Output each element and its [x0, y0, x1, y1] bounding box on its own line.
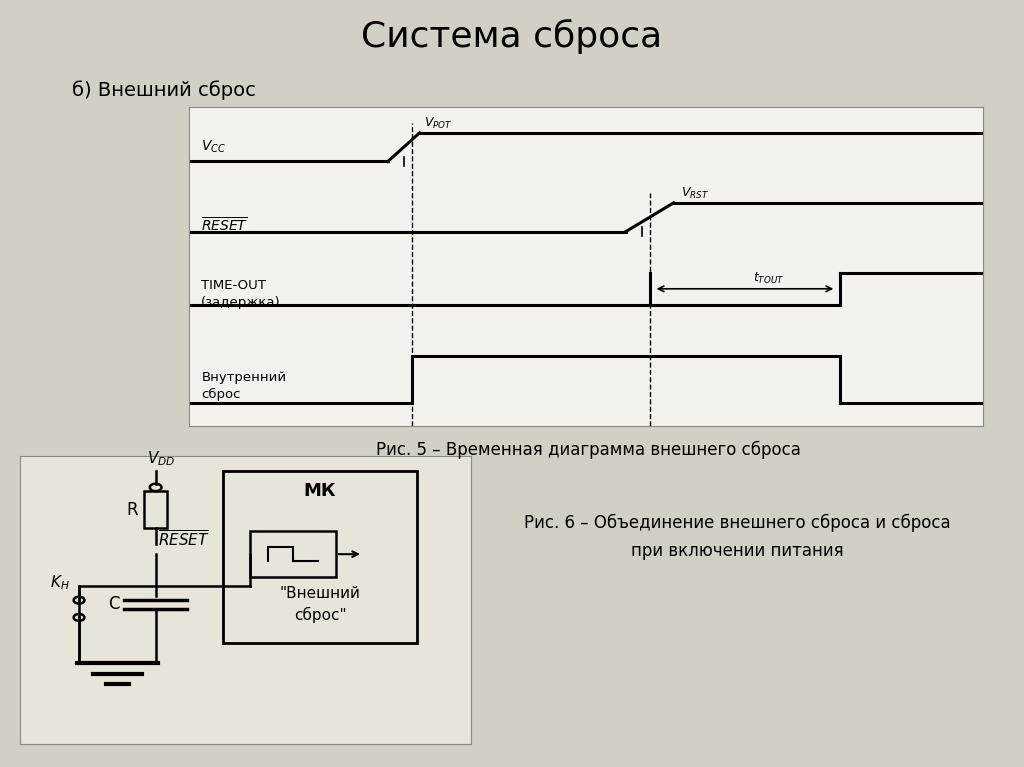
- Text: Система сброса: Система сброса: [361, 19, 663, 54]
- Text: $\overline{RESET}$: $\overline{RESET}$: [202, 216, 249, 234]
- Text: $V_{CC}$: $V_{CC}$: [202, 139, 226, 156]
- Text: Рис. 5 – Временная диаграмма внешнего сброса: Рис. 5 – Временная диаграмма внешнего сб…: [377, 441, 801, 459]
- Text: $V_{RST}$: $V_{RST}$: [682, 186, 710, 201]
- Text: Рис. 6 – Объединение внешнего сброса и сброса
при включении питания: Рис. 6 – Объединение внешнего сброса и с…: [524, 514, 950, 560]
- Text: МК: МК: [304, 482, 336, 500]
- Text: $K_H$: $K_H$: [50, 574, 70, 592]
- Bar: [250, 531, 336, 577]
- Text: $t_{TOUT}$: $t_{TOUT}$: [753, 271, 784, 285]
- Bar: [144, 491, 167, 528]
- Text: R: R: [126, 501, 137, 518]
- Text: б) Внешний сброс: б) Внешний сброс: [72, 81, 256, 100]
- Text: $\overline{RESET}$: $\overline{RESET}$: [158, 530, 210, 550]
- Text: $V_{DD}$: $V_{DD}$: [146, 449, 175, 468]
- Text: Внутренний
сброс: Внутренний сброс: [202, 370, 287, 401]
- Text: $V_{POT}$: $V_{POT}$: [424, 116, 453, 131]
- Text: TIME-OUT
(задержка): TIME-OUT (задержка): [202, 278, 281, 308]
- Text: C: C: [109, 595, 120, 614]
- Bar: [223, 471, 417, 644]
- Text: "Внешний
сброс": "Внешний сброс": [280, 586, 360, 624]
